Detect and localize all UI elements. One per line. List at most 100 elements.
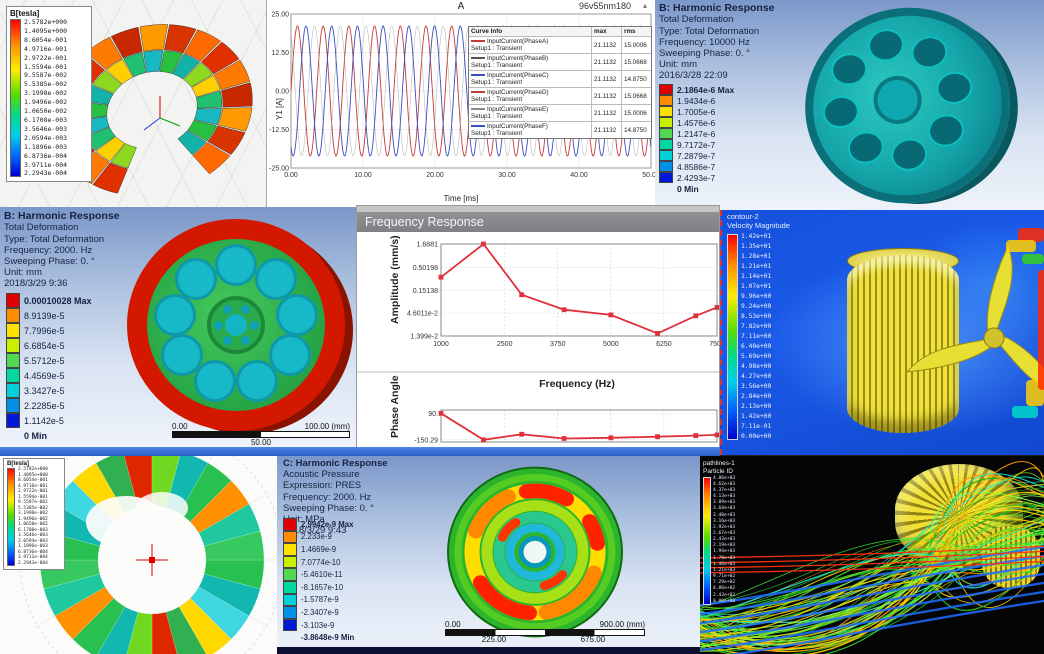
contour-patch bbox=[1012, 406, 1038, 418]
legend-value: 2.19e+03 bbox=[713, 543, 736, 549]
legend-value: 6.6854e-5 bbox=[24, 340, 65, 351]
legend-entry: 2.1864e-6 Max bbox=[659, 84, 734, 95]
legend-entry: 2.9942e-9 Max bbox=[283, 518, 354, 531]
pathlines-legend-values: 4.86e+03 4.62e+03 4.37e+03 4.13e+03 3.89e+03… bbox=[713, 475, 736, 605]
velocity-legend: 1.42e+01 1.35e+01 1.28e+01 1.21e+01 1.14e+01… bbox=[727, 233, 772, 440]
legend-color-swatch bbox=[283, 618, 297, 632]
tick-label: 40.00 bbox=[570, 172, 588, 179]
flux-segment bbox=[92, 70, 123, 94]
wheel-hole bbox=[933, 68, 976, 108]
hub-bolt-hole bbox=[240, 304, 250, 314]
legend-value: 2.2943e-004 bbox=[24, 169, 68, 178]
ruler-min: 0.00 bbox=[445, 620, 461, 629]
flux-segment bbox=[85, 36, 123, 70]
tick-label: 25.00 bbox=[271, 12, 289, 19]
phase-axis-label: Phase Angle bbox=[389, 375, 401, 438]
panel-flux-density-ring[interactable]: B[tesla] 2.5782e+000 1.4095e+000 8.6054e-0… bbox=[0, 456, 277, 654]
wheel-3d-red-green[interactable] bbox=[127, 219, 345, 431]
panel-flux-density-segment[interactable]: B[tesla] 2.5782e+000 1.4095e+000 8.6054e-0… bbox=[0, 0, 266, 207]
legend-value: 2.2285e-5 bbox=[24, 400, 65, 411]
flux-segment bbox=[95, 136, 126, 162]
legend-color-swatch bbox=[283, 568, 297, 581]
legend-value: 1.0650e-002 bbox=[18, 522, 48, 527]
legend-value: 1.07e+01 bbox=[741, 282, 772, 290]
flux-segment bbox=[172, 53, 201, 80]
stator-flux-ring[interactable] bbox=[0, 456, 277, 654]
panel-harmonic-response-2000hz[interactable]: B: Harmonic Response Total Deformation Ty… bbox=[0, 207, 356, 448]
legend-value: 1.70e+03 bbox=[713, 555, 736, 561]
legend-value: 1.42e+00 bbox=[741, 412, 772, 420]
legend-value: 2.84e+00 bbox=[741, 392, 772, 400]
legend-entry: 1.2147e-6 bbox=[659, 128, 734, 139]
flux-segment bbox=[207, 125, 246, 155]
tick-label: 6250 bbox=[656, 341, 672, 348]
curve-info-table: Curve Info max rms InputCurrent(PhaseA) Setu… bbox=[468, 26, 652, 139]
tick-label: 2500 bbox=[497, 341, 513, 348]
curve-max-cell: 21.1132 bbox=[591, 54, 621, 70]
legend-value: 1.9496e-002 bbox=[24, 98, 68, 107]
legend-color-swatch bbox=[659, 106, 673, 117]
data-point-marker bbox=[655, 434, 660, 440]
data-point-marker bbox=[438, 274, 444, 280]
window-titlebar[interactable]: Frequency Response bbox=[357, 212, 719, 232]
legend-value: 3.5646e-003 bbox=[18, 533, 48, 538]
center-hole bbox=[225, 314, 247, 336]
legend-value: 6.1708e-003 bbox=[18, 527, 48, 533]
wheel-hub bbox=[869, 71, 927, 129]
panel-harmonic-response-10000hz[interactable]: B: Harmonic Response Total Deformation Ty… bbox=[655, 0, 1044, 210]
gear-hub bbox=[982, 526, 1040, 588]
legend-value: 1.21e+01 bbox=[741, 262, 772, 270]
contour-patch bbox=[1006, 240, 1036, 252]
legend-value: 1.4095e+000 bbox=[18, 472, 48, 478]
legend-color-swatch bbox=[283, 606, 297, 619]
panel-frequency-response-window[interactable]: Frequency Response 1.6881 0.50198 0.15138 4… bbox=[356, 205, 720, 448]
wheel-hole bbox=[161, 334, 204, 376]
tick-label: -25.00 bbox=[269, 166, 289, 173]
tick-label: 0.50198 bbox=[413, 265, 438, 272]
hub-bolt-hole bbox=[222, 304, 232, 314]
window-pin-icon[interactable]: ▴ bbox=[642, 1, 647, 10]
flux-ring-segment bbox=[203, 559, 265, 590]
wheel-hole bbox=[153, 293, 196, 336]
curve-max-cell: 21.1132 bbox=[591, 88, 621, 104]
wheel-3d-teal[interactable] bbox=[786, 0, 1029, 210]
propeller-blade bbox=[993, 334, 1044, 397]
panel-transient-currents[interactable]: A 96v55nm180 ▴ 25.00 12.50 0.00 -12.50 -25.0… bbox=[266, 0, 655, 210]
legend-color-swatch bbox=[6, 413, 20, 428]
curve-rms-cell: 15.0006 bbox=[621, 105, 651, 121]
info-line: 2016/3/28 22:09 bbox=[659, 70, 728, 82]
result-info-block: C: Harmonic Response Acoustic Pressure Ex… bbox=[283, 458, 388, 536]
legend-value: 5.5385e-002 bbox=[18, 505, 48, 511]
legend-entry: -2.3407e-9 bbox=[283, 606, 354, 619]
legend-entry: 0 Min bbox=[659, 183, 734, 194]
info-line: Total Deformation bbox=[4, 222, 79, 234]
legend-color-swatch bbox=[6, 398, 20, 413]
panel-cfd-velocity-contour[interactable]: contour-2 Velocity Magnitude 1.42e+01 1.3… bbox=[720, 210, 1044, 455]
legend-entry: 1.4576e-6 bbox=[659, 117, 734, 128]
curve-color-swatch bbox=[471, 40, 485, 43]
legend-value: 4.9716e-001 bbox=[18, 483, 48, 489]
legend-value: 4.86e+03 bbox=[713, 475, 736, 481]
legend-value: 2.4293e-7 bbox=[677, 172, 716, 183]
legend-value: 0.00e+00 bbox=[713, 598, 736, 604]
flux-segment bbox=[221, 82, 253, 108]
finned-rotor[interactable] bbox=[847, 255, 959, 433]
panel-particle-pathlines[interactable]: pathlines-1 Particle ID 4.86e+03 4.62e+03… bbox=[700, 456, 1044, 654]
curve-label: InputCurrent(PhaseD) bbox=[487, 89, 549, 96]
window-bottom-bar bbox=[277, 647, 700, 654]
wheel-hole bbox=[844, 127, 887, 167]
legend-value: 4.4569e-5 bbox=[24, 370, 65, 381]
curve-color-swatch bbox=[471, 125, 485, 128]
contour-name: contour-2 bbox=[727, 212, 759, 221]
legend-value: 3.9711e-004 bbox=[24, 160, 68, 169]
contour-variable: Velocity Magnitude bbox=[727, 221, 790, 231]
legend-value: 7.29e+02 bbox=[713, 580, 736, 586]
flux-segment bbox=[92, 162, 128, 194]
curve-color-swatch bbox=[471, 108, 485, 111]
legend-value: 1.94e+03 bbox=[713, 549, 736, 555]
result-info-block: B: Harmonic Response Total Deformation Ty… bbox=[4, 210, 120, 290]
info-line: Unit: mm bbox=[4, 267, 42, 279]
legend-value: 3.3427e-5 bbox=[24, 385, 65, 396]
panel-acoustic-pressure[interactable]: C: Harmonic Response Acoustic Pressure Ex… bbox=[277, 456, 700, 654]
legend-color-swatch bbox=[659, 84, 673, 95]
